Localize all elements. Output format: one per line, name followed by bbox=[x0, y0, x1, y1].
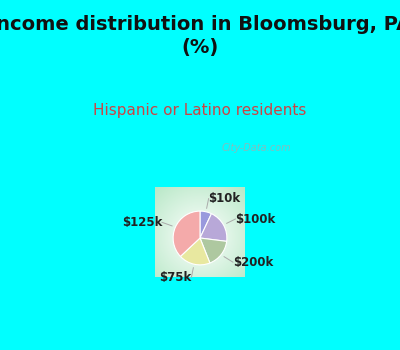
Text: $125k: $125k bbox=[122, 216, 162, 229]
Text: $10k: $10k bbox=[209, 192, 241, 205]
Wedge shape bbox=[200, 214, 227, 241]
Text: City-Data.com: City-Data.com bbox=[221, 144, 291, 153]
Text: Hispanic or Latino residents: Hispanic or Latino residents bbox=[93, 103, 307, 118]
Wedge shape bbox=[200, 238, 227, 263]
Text: $100k: $100k bbox=[236, 212, 276, 225]
Wedge shape bbox=[173, 211, 200, 257]
Text: Income distribution in Bloomsburg, PA
(%): Income distribution in Bloomsburg, PA (%… bbox=[0, 15, 400, 57]
Text: $200k: $200k bbox=[233, 256, 273, 269]
Text: $75k: $75k bbox=[159, 271, 191, 284]
Wedge shape bbox=[200, 211, 212, 238]
Wedge shape bbox=[180, 238, 210, 265]
